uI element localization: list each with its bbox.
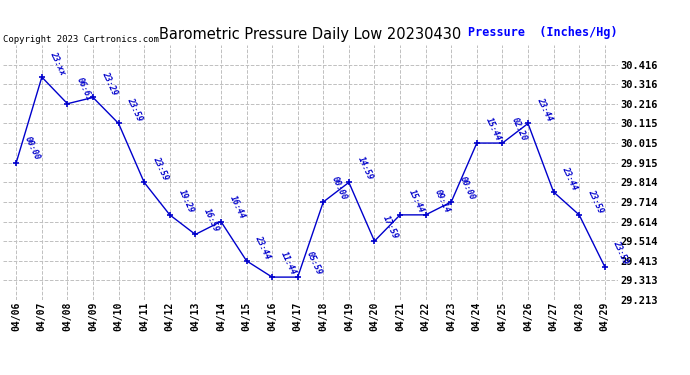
Text: 23:44: 23:44 — [535, 96, 553, 123]
Text: 23:59: 23:59 — [612, 240, 631, 266]
Title: Barometric Pressure Daily Low 20230430: Barometric Pressure Daily Low 20230430 — [159, 27, 462, 42]
Text: Pressure  (Inches/Hg): Pressure (Inches/Hg) — [468, 26, 618, 39]
Text: 23:59: 23:59 — [151, 155, 170, 182]
Text: 09:14: 09:14 — [433, 188, 451, 214]
Text: 00:00: 00:00 — [23, 135, 42, 162]
Text: 17:59: 17:59 — [382, 214, 400, 240]
Text: Copyright 2023 Cartronics.com: Copyright 2023 Cartronics.com — [3, 35, 159, 44]
Text: 05:59: 05:59 — [305, 250, 324, 276]
Text: 23:59: 23:59 — [126, 96, 144, 123]
Text: 15:44: 15:44 — [407, 188, 426, 214]
Text: 23:xx: 23:xx — [49, 50, 68, 76]
Text: 16:59: 16:59 — [202, 207, 221, 234]
Text: 14:59: 14:59 — [356, 155, 375, 182]
Text: 00:00: 00:00 — [458, 175, 477, 201]
Text: 15:44: 15:44 — [484, 116, 502, 142]
Text: 19:29: 19:29 — [177, 188, 195, 214]
Text: 23:44: 23:44 — [560, 165, 579, 191]
Text: 00:00: 00:00 — [331, 175, 349, 201]
Text: 02:20: 02:20 — [509, 116, 528, 142]
Text: 23:44: 23:44 — [253, 234, 272, 260]
Text: 23:59: 23:59 — [586, 188, 605, 214]
Text: 11:44: 11:44 — [279, 250, 298, 276]
Text: 06:61: 06:61 — [75, 76, 93, 103]
Text: 16:44: 16:44 — [228, 194, 246, 221]
Text: 23:29: 23:29 — [100, 70, 119, 97]
